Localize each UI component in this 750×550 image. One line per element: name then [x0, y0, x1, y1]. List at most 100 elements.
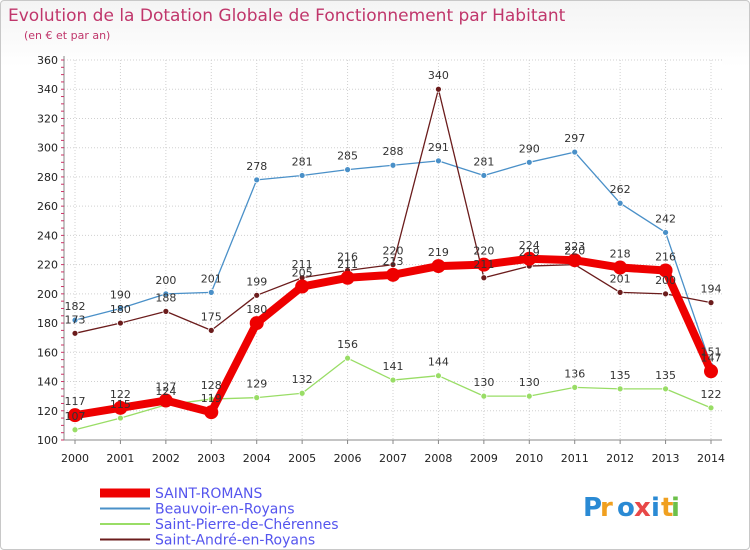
data-label: 290: [519, 142, 540, 155]
data-point: [431, 259, 446, 274]
data-label: 285: [337, 150, 358, 163]
data-point: [662, 385, 669, 393]
data-label: 340: [428, 69, 449, 82]
data-label: 216: [337, 250, 358, 263]
data-point: [158, 393, 173, 408]
data-label: 297: [564, 132, 585, 145]
x-tick-label: 2004: [243, 452, 271, 465]
y-tick-label: 240: [37, 229, 58, 242]
data-point: [295, 279, 310, 294]
x-tick-label: 2003: [197, 452, 225, 465]
data-point: [389, 161, 397, 169]
data-point: [480, 392, 488, 400]
data-point: [476, 257, 491, 272]
y-tick-label: 340: [37, 83, 58, 96]
data-point: [525, 392, 533, 400]
data-point: [389, 261, 397, 269]
logo-letter: x: [634, 493, 651, 523]
data-point: [253, 176, 261, 184]
data-label: 213: [383, 255, 404, 268]
x-tick-label: 2008: [424, 452, 452, 465]
data-point: [117, 319, 124, 327]
series-saint-andre-en-royans: [71, 85, 715, 337]
data-label: 201: [201, 272, 222, 285]
data-label: 281: [473, 155, 494, 168]
data-point: [117, 414, 124, 422]
data-point: [204, 405, 219, 420]
data-label: 200: [655, 274, 676, 287]
data-label: 188: [155, 291, 176, 304]
data-label: 107: [65, 410, 86, 423]
data-label: 205: [292, 267, 313, 280]
logo-letter: t: [661, 493, 673, 523]
logo-letter: o: [617, 493, 635, 523]
y-tick-label: 160: [37, 346, 58, 359]
data-label: 220: [473, 245, 494, 258]
data-label: 199: [246, 275, 267, 288]
data-label: 201: [610, 272, 631, 285]
data-label: 220: [564, 245, 585, 258]
data-point: [435, 85, 442, 93]
data-label: 119: [201, 392, 222, 405]
logo-letter: P: [583, 493, 602, 523]
data-label: 122: [110, 388, 131, 401]
x-tick-label: 2013: [652, 452, 680, 465]
x-tick-label: 2010: [515, 452, 543, 465]
data-point: [344, 354, 351, 362]
data-point: [71, 329, 79, 337]
data-point: [704, 364, 718, 379]
data-label: 262: [610, 183, 631, 196]
data-label: 200: [155, 274, 176, 287]
data-label: 124: [155, 385, 176, 398]
data-point: [616, 288, 624, 296]
y-tick-label: 300: [37, 142, 58, 155]
data-label: 194: [701, 283, 722, 296]
legend-label: Saint-Pierre-de-Chérennes: [155, 517, 339, 533]
data-label: 135: [655, 369, 676, 382]
data-point: [253, 291, 261, 299]
y-tick-label: 320: [37, 112, 58, 125]
data-point: [389, 376, 397, 384]
data-label: 242: [655, 212, 676, 225]
legend-label: Saint-André-en-Royans: [155, 533, 315, 549]
x-tick-label: 2011: [561, 452, 589, 465]
data-point: [658, 263, 673, 278]
data-point: [298, 389, 306, 397]
data-label: 278: [246, 160, 267, 173]
data-label: 211: [337, 258, 358, 271]
data-point: [616, 385, 624, 393]
data-label: 130: [519, 376, 540, 389]
data-label: 219: [428, 246, 449, 259]
data-point: [525, 158, 533, 166]
y-tick-label: 140: [37, 376, 58, 389]
data-label: 147: [701, 351, 722, 364]
data-point: [613, 260, 628, 275]
data-label: 128: [201, 379, 222, 392]
data-label: 219: [519, 246, 540, 259]
data-label: 144: [428, 356, 449, 369]
data-point: [616, 199, 624, 207]
legend-label: SAINT-ROMANS: [155, 486, 263, 502]
y-tick-label: 120: [37, 405, 58, 418]
data-label: 281: [292, 155, 313, 168]
data-point: [571, 383, 579, 391]
data-label: 135: [610, 369, 631, 382]
y-tick-label: 180: [37, 317, 58, 330]
data-point: [162, 290, 170, 298]
data-label: 175: [201, 310, 222, 323]
legend-label: Beauvoir-en-Royans: [155, 502, 295, 518]
data-point: [522, 251, 537, 266]
data-label: 151: [701, 345, 722, 358]
chart-title: Evolution de la Dotation Globale de Fonc…: [8, 6, 566, 26]
data-point: [113, 400, 128, 415]
data-label: 220: [383, 245, 404, 258]
y-tick-label: 220: [37, 259, 58, 272]
data-label: 288: [383, 145, 404, 158]
data-label: 132: [292, 373, 313, 386]
data-label: 141: [383, 360, 404, 373]
data-label: 190: [110, 288, 131, 301]
data-point: [249, 316, 264, 331]
x-tick-label: 2005: [288, 452, 316, 465]
chart-subtitle: (en € et par an): [24, 29, 110, 42]
